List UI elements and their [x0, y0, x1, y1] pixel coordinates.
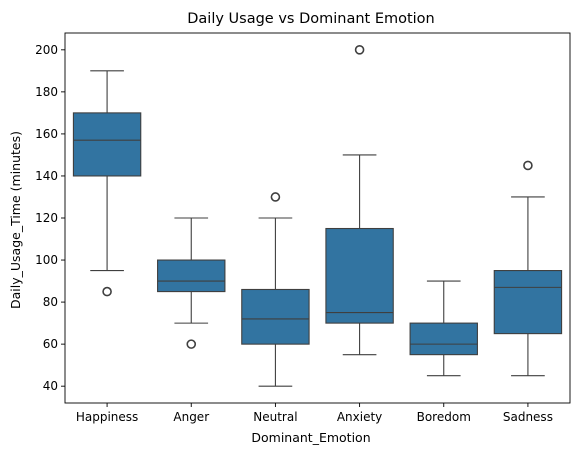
- x-tick-label: Sadness: [503, 410, 553, 424]
- y-tick-label: 200: [35, 43, 58, 57]
- box: [72, 112, 142, 177]
- y-tick-label: 180: [35, 85, 58, 99]
- outlier-point: [354, 45, 365, 55]
- x-axis-label: Dominant_Emotion: [251, 430, 370, 445]
- outlier-point: [102, 286, 112, 297]
- y-axis-label: Daily_Usage_Time (minutes): [8, 131, 23, 309]
- outlier-point: [270, 192, 281, 202]
- box: [325, 227, 394, 324]
- y-tick-label: 140: [35, 169, 58, 183]
- y-tick-label: 60: [43, 337, 58, 351]
- box: [241, 288, 310, 345]
- chart-title: Daily Usage vs Dominant Emotion: [187, 11, 435, 27]
- outlier-point: [186, 339, 197, 349]
- y-tick-label: 120: [35, 211, 58, 225]
- outlier-point: [523, 160, 533, 171]
- box: [493, 270, 563, 335]
- x-tick-label: Boredom: [417, 410, 471, 424]
- plot-area: 40 60 80 100 120 140 160 180 200 Happiness Anger Ne…: [35, 32, 571, 424]
- box: [157, 259, 226, 293]
- x-tick-label: Anger: [173, 410, 209, 424]
- x-tick-label: Neutral: [253, 410, 297, 424]
- plot-frame: [64, 32, 571, 404]
- x-tick-label: Happiness: [76, 410, 138, 424]
- box: [409, 322, 478, 356]
- y-tick-label: 40: [43, 379, 58, 393]
- x-tick-label: Anxiety: [337, 410, 382, 424]
- y-tick-label: 160: [35, 127, 58, 141]
- y-tick-label: 100: [35, 253, 58, 267]
- y-tick-label: 80: [43, 295, 58, 309]
